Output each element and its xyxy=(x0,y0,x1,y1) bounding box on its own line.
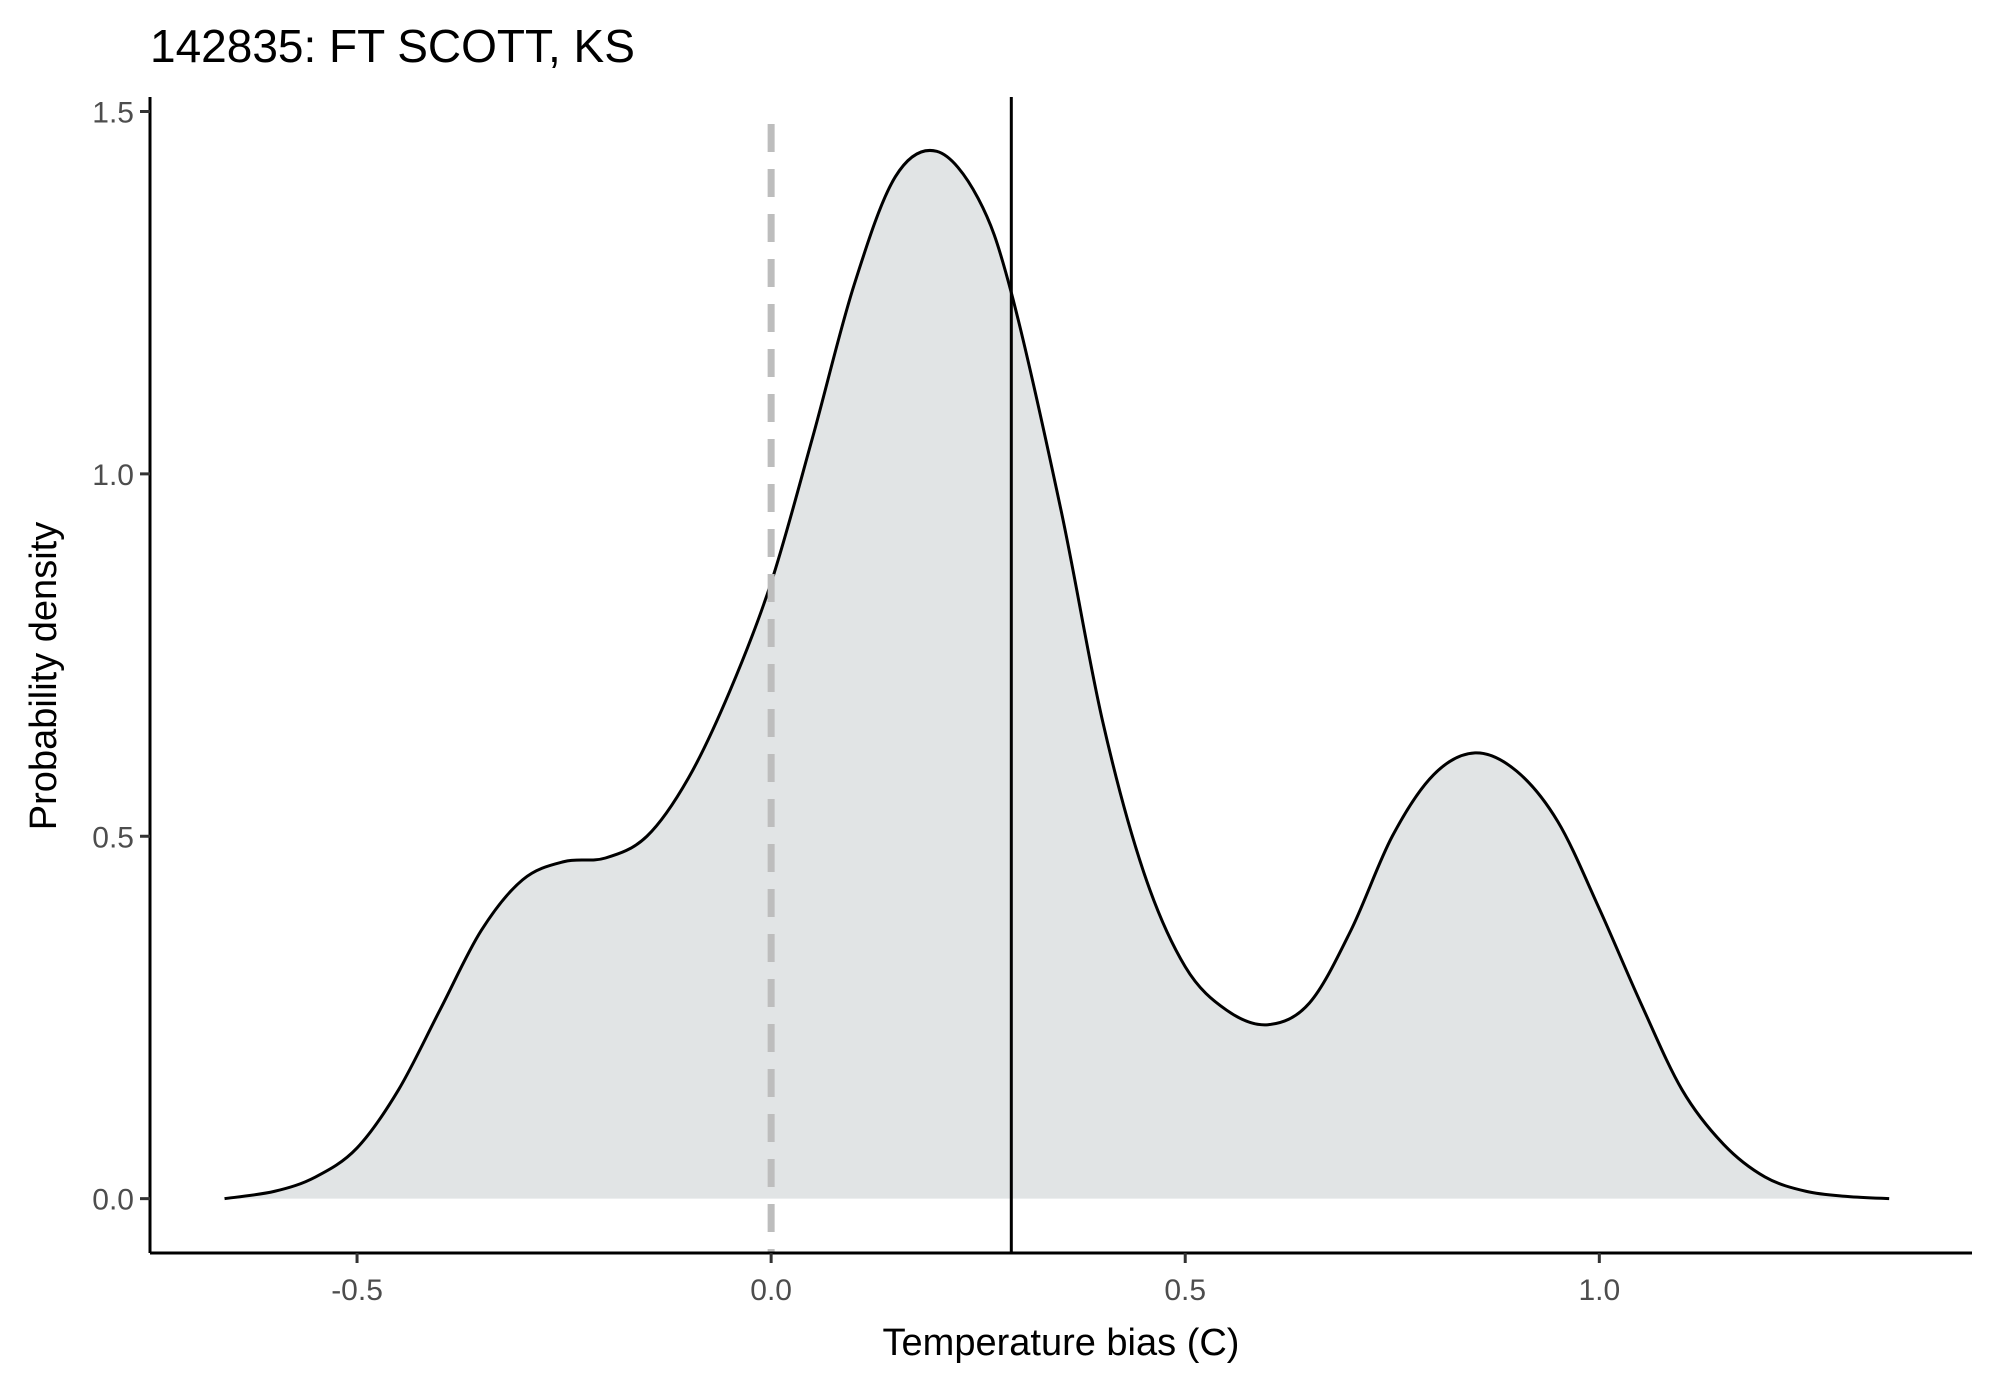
y-tick-label: 1.0 xyxy=(92,459,134,492)
axes: -0.5 0.0 0.5 1.0 0.0 0.5 1.0 1.5 xyxy=(92,96,1972,1307)
chart-title: 142835: FT SCOTT, KS xyxy=(150,20,635,72)
y-tick-label: 0.5 xyxy=(92,821,134,854)
x-tick-label: 0.5 xyxy=(1164,1274,1206,1307)
y-axis-title: Probability density xyxy=(23,522,65,830)
plot-area xyxy=(224,148,1890,1201)
x-tick-label: -0.5 xyxy=(331,1274,383,1307)
reference-lines xyxy=(767,97,1013,1253)
x-tick-label: 0.0 xyxy=(750,1274,792,1307)
y-tick-label: 1.5 xyxy=(92,96,134,129)
density-fill-area xyxy=(224,150,1890,1199)
density-curve-line xyxy=(224,148,1890,1201)
x-axis-title: Temperature bias (C) xyxy=(883,1322,1240,1364)
y-tick-label: 0.0 xyxy=(92,1184,134,1217)
x-tick-label: 1.0 xyxy=(1578,1274,1620,1307)
